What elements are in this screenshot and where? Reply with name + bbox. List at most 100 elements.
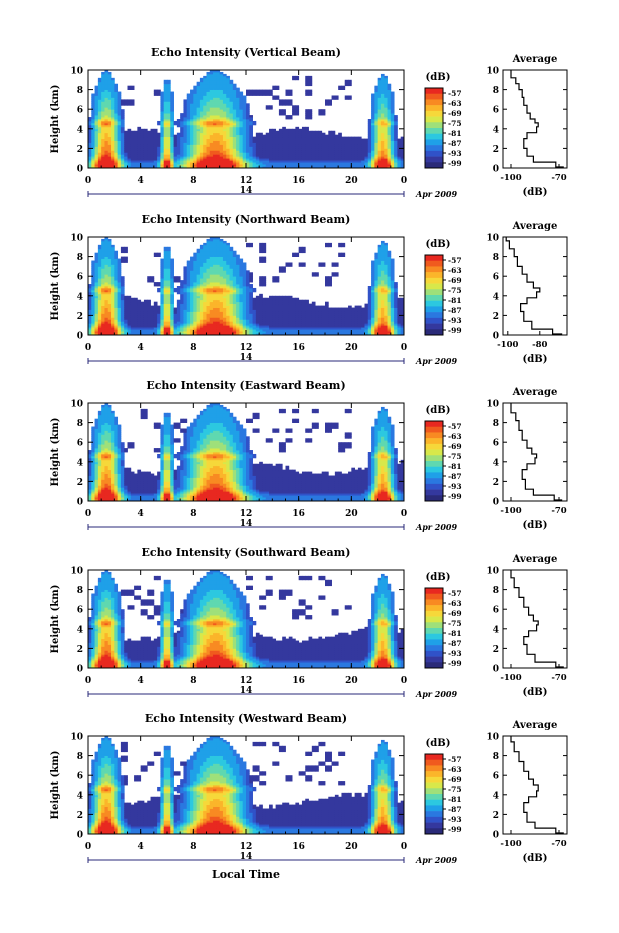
heatmap-cell	[249, 90, 253, 92]
heatmap-cell	[246, 90, 250, 92]
heatmap-cell	[276, 95, 280, 97]
heatmap-cell	[154, 129, 158, 131]
heatmap-cell	[259, 133, 263, 135]
heatmap-cell	[295, 105, 299, 107]
heatmap-cell	[325, 135, 329, 137]
heatmap-cell	[111, 78, 115, 80]
heatmap-cell	[253, 137, 257, 139]
heatmap-cell	[361, 139, 365, 141]
heatmap-cell	[276, 86, 280, 88]
heatmap-cell	[282, 109, 286, 111]
colorbar-swatch	[425, 157, 443, 163]
heatmap-cell	[160, 92, 164, 94]
heatmap-cell	[384, 76, 388, 78]
average-y-tick-label: 8	[493, 86, 499, 96]
heatmap-cell	[230, 80, 234, 82]
x-tick-label: 12	[240, 176, 253, 186]
heatmap-cell	[332, 95, 336, 97]
heatmap-cell	[249, 284, 253, 286]
heatmap-cell	[253, 90, 257, 92]
heatmap-cell	[341, 86, 345, 88]
heatmap-cell	[279, 129, 283, 131]
heatmap-cell	[131, 131, 135, 133]
heatmap-cell	[207, 72, 211, 74]
heatmap-cell	[249, 243, 253, 245]
heatmap-cell	[121, 276, 125, 278]
heatmap-cell	[167, 80, 171, 82]
heatmap-cell	[286, 129, 290, 131]
y-tick-label: 6	[77, 106, 83, 116]
heatmap-cell	[141, 302, 145, 304]
heatmap-cell	[91, 94, 95, 96]
heatmap-cell	[134, 298, 138, 300]
heatmap-cell	[200, 245, 204, 247]
heatmap-cell	[174, 135, 178, 137]
heatmap-cell	[174, 121, 178, 123]
heatmap-cell	[174, 288, 178, 290]
heatmap-cell	[309, 131, 313, 133]
heatmap-cell	[164, 80, 168, 82]
heatmap-cell	[312, 131, 316, 133]
heatmap-cell	[144, 300, 148, 302]
y-tick-label: 8	[77, 86, 83, 96]
colorbar-tick-label: -57	[448, 89, 462, 98]
panel-title: Echo Intensity (Northward Beam)	[142, 213, 351, 226]
heatmap-cell	[131, 298, 135, 300]
heatmap-cell	[134, 131, 138, 133]
average-x-tick-label: -100	[500, 173, 521, 183]
heatmap-cell	[279, 99, 283, 101]
heatmap-cell	[246, 243, 250, 245]
heatmap-cell	[137, 127, 141, 129]
heatmap-cell	[315, 131, 319, 133]
heatmap-cell	[151, 129, 155, 131]
colorbar-tick-label: -69	[448, 109, 462, 118]
heatmap-cell	[348, 95, 352, 97]
heatmap-cell	[309, 109, 313, 111]
heatmap-cell	[91, 261, 95, 263]
heatmap-cell	[279, 109, 283, 111]
heatmap-cell	[236, 88, 240, 90]
heatmap-cell	[147, 276, 151, 278]
heatmap-cell	[239, 259, 243, 261]
heatmap-cell	[243, 95, 247, 97]
colorbar-tick-label: -99	[448, 159, 462, 168]
heatmap-cell	[236, 255, 240, 257]
heatmap-cell	[193, 253, 197, 255]
heatmap-cell	[272, 129, 276, 131]
heatmap-cell	[397, 139, 401, 141]
heatmap-cell	[164, 247, 168, 249]
heatmap-cell	[338, 133, 342, 135]
heatmap-cell	[157, 133, 161, 135]
heatmap-cell	[177, 276, 181, 278]
heatmap-cell	[338, 86, 342, 88]
heatmap-cell	[190, 90, 194, 92]
heatmap-cell	[147, 131, 151, 133]
heatmap-cell	[259, 90, 263, 92]
heatmap-cell	[121, 99, 125, 101]
y-tick-label: 0	[77, 165, 83, 175]
heatmap-cell	[292, 129, 296, 131]
heatmap-cell	[160, 259, 164, 261]
heatmap-cell	[345, 137, 349, 139]
heatmap-cell	[272, 86, 276, 88]
heatmap-cell	[154, 253, 158, 255]
heatmap-cell	[167, 247, 171, 249]
colorbar-swatch	[425, 94, 443, 100]
heatmap-cell	[351, 137, 355, 139]
heatmap-cell	[151, 276, 155, 278]
heatmap-cell	[269, 90, 273, 92]
heatmap-cell	[121, 257, 125, 259]
heatmap-cell	[292, 76, 296, 78]
heatmap-cell	[131, 86, 135, 88]
heatmap-cell	[180, 113, 184, 115]
heatmap-cell	[114, 84, 118, 86]
heatmap-cell	[207, 239, 211, 241]
heatmap-cell	[348, 80, 352, 82]
heatmap-cell	[177, 133, 181, 135]
heatmap-cell	[388, 84, 392, 86]
panel-title: Echo Intensity (Vertical Beam)	[151, 46, 341, 59]
heatmap-cell	[233, 84, 237, 86]
heatmap-cell	[187, 94, 191, 96]
heatmap-cell	[144, 129, 148, 131]
